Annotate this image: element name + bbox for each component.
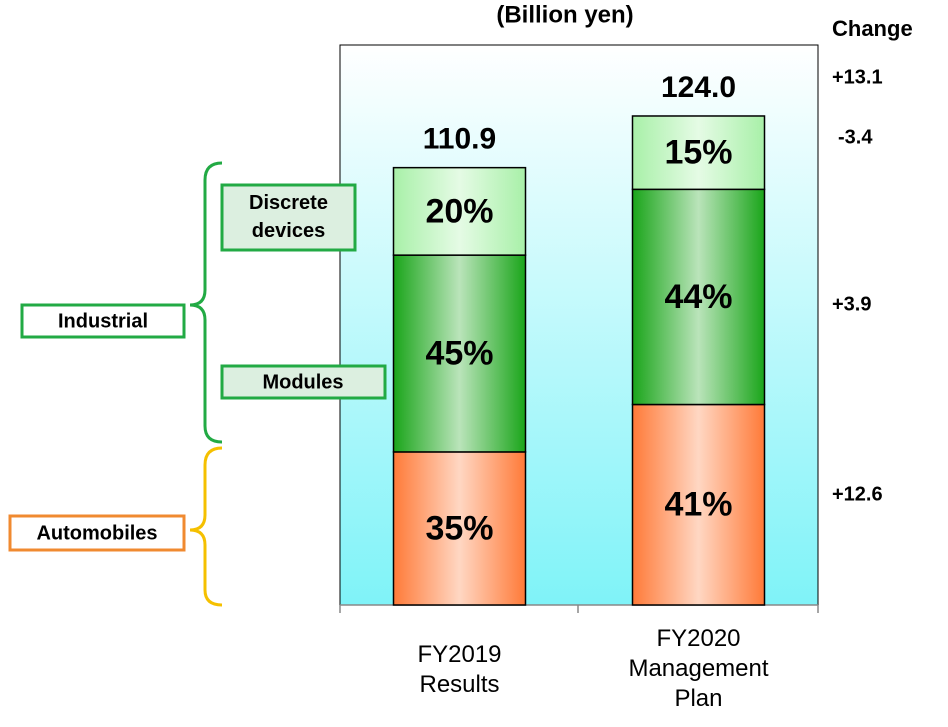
legend-label: Modules [262, 371, 343, 393]
change-label: +12.6 [832, 483, 883, 505]
bar-segment [631, 115, 766, 191]
automobiles-bracket [189, 446, 223, 607]
x-tick-label: FY2019 Results [417, 641, 502, 698]
modules-box [220, 364, 387, 400]
bar-segment [392, 451, 527, 606]
industrial-box [20, 303, 186, 339]
automobiles-box [8, 514, 186, 552]
industrial-bracket [189, 161, 223, 444]
bar-segment [392, 166, 527, 256]
discrete-label-holder: Discrete devices [249, 192, 328, 242]
legend-label: Discrete devices [249, 192, 328, 242]
change-label: +3.9 [832, 293, 871, 315]
bar-segment [392, 254, 527, 453]
change-title: Change [832, 16, 913, 41]
bar-segment [631, 403, 766, 606]
group-label: Industrial [58, 310, 148, 332]
segment-label: 20% [425, 192, 493, 230]
segment-label: 15% [664, 134, 732, 172]
segment-label: 35% [425, 509, 493, 547]
x-tick-label: FY2020 Management Plan [628, 625, 769, 712]
change-label: -3.4 [838, 126, 873, 148]
chart-title: (Billion yen) [496, 1, 633, 28]
segment-label: 45% [425, 335, 493, 373]
discrete-box [220, 183, 357, 252]
total-label: 124.0 [661, 71, 736, 104]
total-label: 110.9 [423, 123, 496, 156]
change-label: +13.1 [832, 66, 883, 88]
segment-label: 44% [664, 278, 732, 316]
segment-label: 41% [664, 486, 732, 524]
legend-label: Automobiles [36, 522, 157, 544]
